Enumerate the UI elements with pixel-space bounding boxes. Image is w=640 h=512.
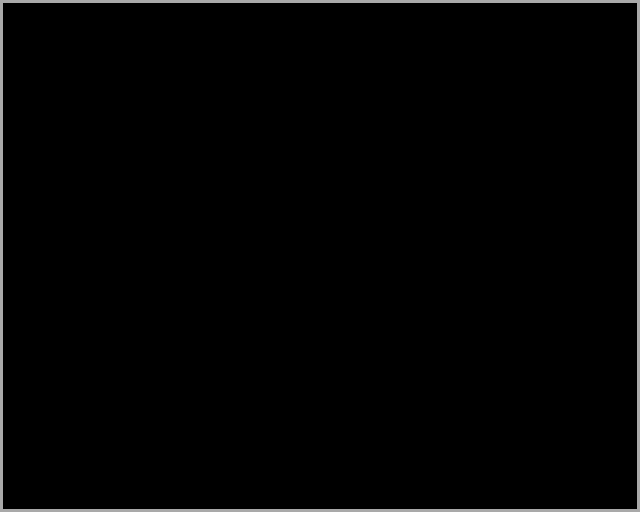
caution-note xyxy=(173,497,191,508)
